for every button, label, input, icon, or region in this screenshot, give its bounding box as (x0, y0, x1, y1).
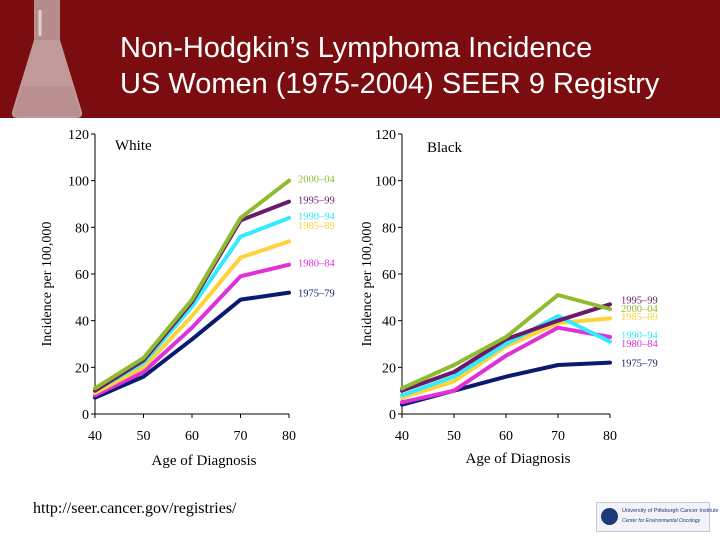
chart-black-y-label: Incidence per 100,000 (360, 222, 375, 347)
slide-title: Non-Hodgkin’s Lymphoma Incidence US Wome… (120, 30, 710, 102)
chart-black-y-tick-label: 60 (382, 268, 396, 283)
chart-black-y-tick-label: 40 (382, 315, 396, 330)
chart-black-y-tick-label: 100 (375, 175, 396, 190)
chart-white-y-label: Incidence per 100,000 (40, 222, 55, 347)
chart-black-series-1980-84 (400, 325, 612, 405)
chart-white-y-tick-label: 20 (75, 361, 89, 376)
chart-black-label-1980-84: 1980–84 (621, 339, 659, 350)
chart-white-label-1990-94: 1990–94 (298, 212, 336, 223)
charts-area: 0 20 40 60 80 100 120 40 50 60 70 80 White Age of Dia… (40, 128, 659, 469)
chart-black-series-1990-94 (400, 314, 612, 398)
chart-black-x-tick-label: 70 (551, 429, 565, 444)
chart-black-label-1985-89: 1985–89 (621, 312, 658, 323)
chart-white-series-2000-04 (93, 178, 291, 391)
chart-white-y-tick-label: 100 (68, 175, 89, 190)
chart-black-x-label: Age of Diagnosis (466, 451, 571, 467)
university-seal-icon (601, 508, 618, 525)
chart-black-y-tick-label: 0 (389, 408, 396, 423)
chart-black-x-tick-label: 60 (499, 429, 513, 444)
chart-white-title: White (115, 138, 152, 154)
title-line-1: Non-Hodgkin’s Lymphoma Incidence (120, 32, 593, 64)
chart-white-x-tick-label: 70 (234, 429, 248, 444)
chart-white-label-1985-89: 1985–89 (298, 221, 335, 232)
chart-black-label-1995-99: 1995–99 (621, 296, 658, 307)
chart-white-y-tick-label: 0 (82, 408, 89, 423)
chart-white-label-1995-99: 1995–99 (298, 195, 335, 206)
chart-white-series-1985-89 (93, 239, 291, 395)
chart-black-label-1975-79: 1975–79 (621, 359, 658, 370)
logo-line-1: University of Pittsburgh Cancer Institut… (622, 508, 719, 514)
chart-white-y-tick-label: 40 (75, 315, 89, 330)
chart-white-label-1975-79: 1975–79 (298, 289, 335, 300)
chart-black-series-2000-04 (400, 293, 612, 391)
chart-white-y-tick-label: 60 (75, 268, 89, 283)
chart-black-x-tick-label: 50 (447, 429, 461, 444)
logo-line-2: Center for Environmental Oncology (622, 518, 701, 524)
chart-black-title: Black (427, 140, 462, 156)
chart-white-x-tick-label: 80 (282, 429, 296, 444)
chart-black-y-tick-label: 20 (382, 361, 396, 376)
flask-icon (11, 0, 83, 118)
title-line-2: US Women (1975-2004) SEER 9 Registry (120, 68, 660, 100)
chart-white-x-label: Age of Diagnosis (152, 453, 257, 469)
chart-white-x-tick-label: 60 (185, 429, 199, 444)
chart-black-label-1990-94: 1990–94 (621, 331, 659, 342)
chart-white-x-tick-label: 40 (88, 429, 102, 444)
chart-black-series-1995-99 (400, 302, 612, 393)
chart-black-label-2000-04: 2000–04 (621, 304, 659, 315)
chart-black-x-tick-label: 40 (395, 429, 409, 444)
chart-white-label-2000-04: 2000–04 (298, 174, 336, 185)
source-url[interactable]: http://seer.cancer.gov/registries/ (33, 500, 237, 517)
chart-white-y-tick-label: 80 (75, 221, 89, 236)
institution-logo: University of Pittsburgh Cancer Institut… (596, 502, 719, 532)
chart-white-x-tick-label: 50 (137, 429, 151, 444)
title-banner: Non-Hodgkin’s Lymphoma Incidence US Wome… (0, 0, 720, 118)
chart-white-series-1980-84 (93, 262, 291, 398)
chart-white-label-1980-84: 1980–84 (298, 258, 336, 269)
chart-black-y-tick-label: 120 (375, 128, 396, 143)
chart-black-y-tick-label: 80 (382, 221, 396, 236)
chart-white-series-1975-79 (93, 290, 291, 400)
chart-white-y-tick-label: 120 (68, 128, 89, 143)
chart-black-x-tick-label: 80 (603, 429, 617, 444)
